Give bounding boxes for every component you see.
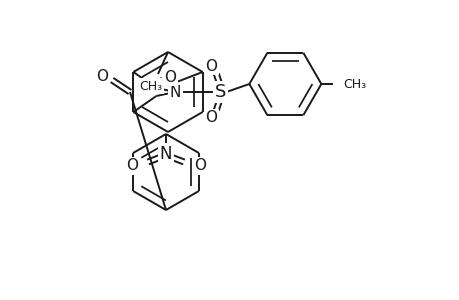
Text: CH₃: CH₃ bbox=[139, 80, 162, 92]
Text: O: O bbox=[205, 58, 217, 74]
Text: O: O bbox=[164, 70, 176, 85]
Text: O: O bbox=[96, 68, 108, 83]
Text: N: N bbox=[159, 145, 172, 163]
Text: N: N bbox=[169, 85, 181, 100]
Text: CH₃: CH₃ bbox=[342, 77, 366, 91]
Text: O: O bbox=[205, 110, 217, 125]
Text: S: S bbox=[214, 83, 225, 101]
Text: O: O bbox=[194, 158, 206, 173]
Text: O: O bbox=[126, 158, 138, 173]
